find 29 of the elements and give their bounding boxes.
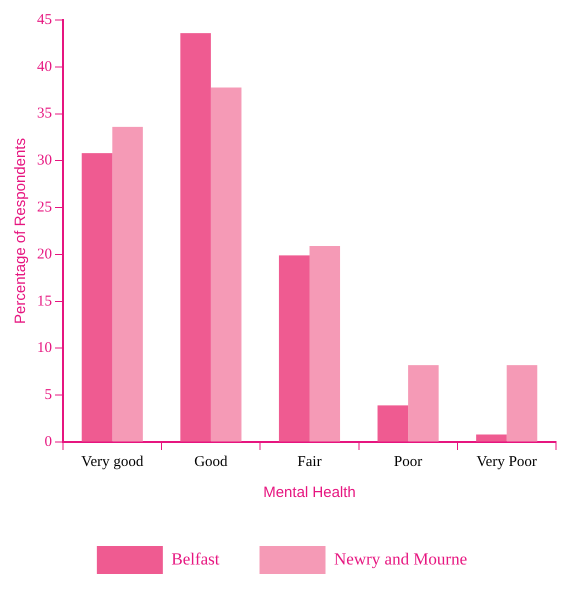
y-tick-label: 0: [44, 434, 52, 450]
bar: [506, 365, 538, 442]
legend-label: Newry and Mourne: [334, 549, 468, 568]
bar: [278, 255, 310, 442]
y-tick-label: 5: [44, 387, 52, 404]
x-tick-label: Fair: [297, 454, 322, 470]
x-tick-label: Good: [194, 454, 228, 470]
x-tick-label: Poor: [394, 454, 422, 470]
x-axis-title: Mental Health: [263, 484, 356, 502]
bar: [82, 153, 112, 442]
y-tick-label: 45: [37, 12, 52, 28]
y-tick-label: 35: [37, 106, 52, 122]
y-tick-label: 10: [37, 340, 52, 356]
bar: [180, 33, 211, 442]
y-tick-label: 30: [37, 152, 52, 169]
x-tick-label: Very good: [81, 454, 144, 470]
y-tick-label: 25: [37, 199, 52, 216]
x-tick-label: Very Poor: [476, 454, 537, 470]
bar: [112, 126, 143, 442]
bar: [310, 246, 340, 442]
bar: [210, 88, 242, 442]
bar: [378, 405, 408, 442]
bar: [408, 365, 439, 442]
y-tick-label: 20: [37, 246, 52, 262]
y-tick-label: 40: [37, 58, 52, 75]
y-axis-title: Percentage of Respondents: [12, 138, 30, 324]
bar: [476, 434, 507, 442]
y-tick-label: 15: [37, 293, 52, 310]
legend-label: Belfast: [171, 549, 220, 568]
